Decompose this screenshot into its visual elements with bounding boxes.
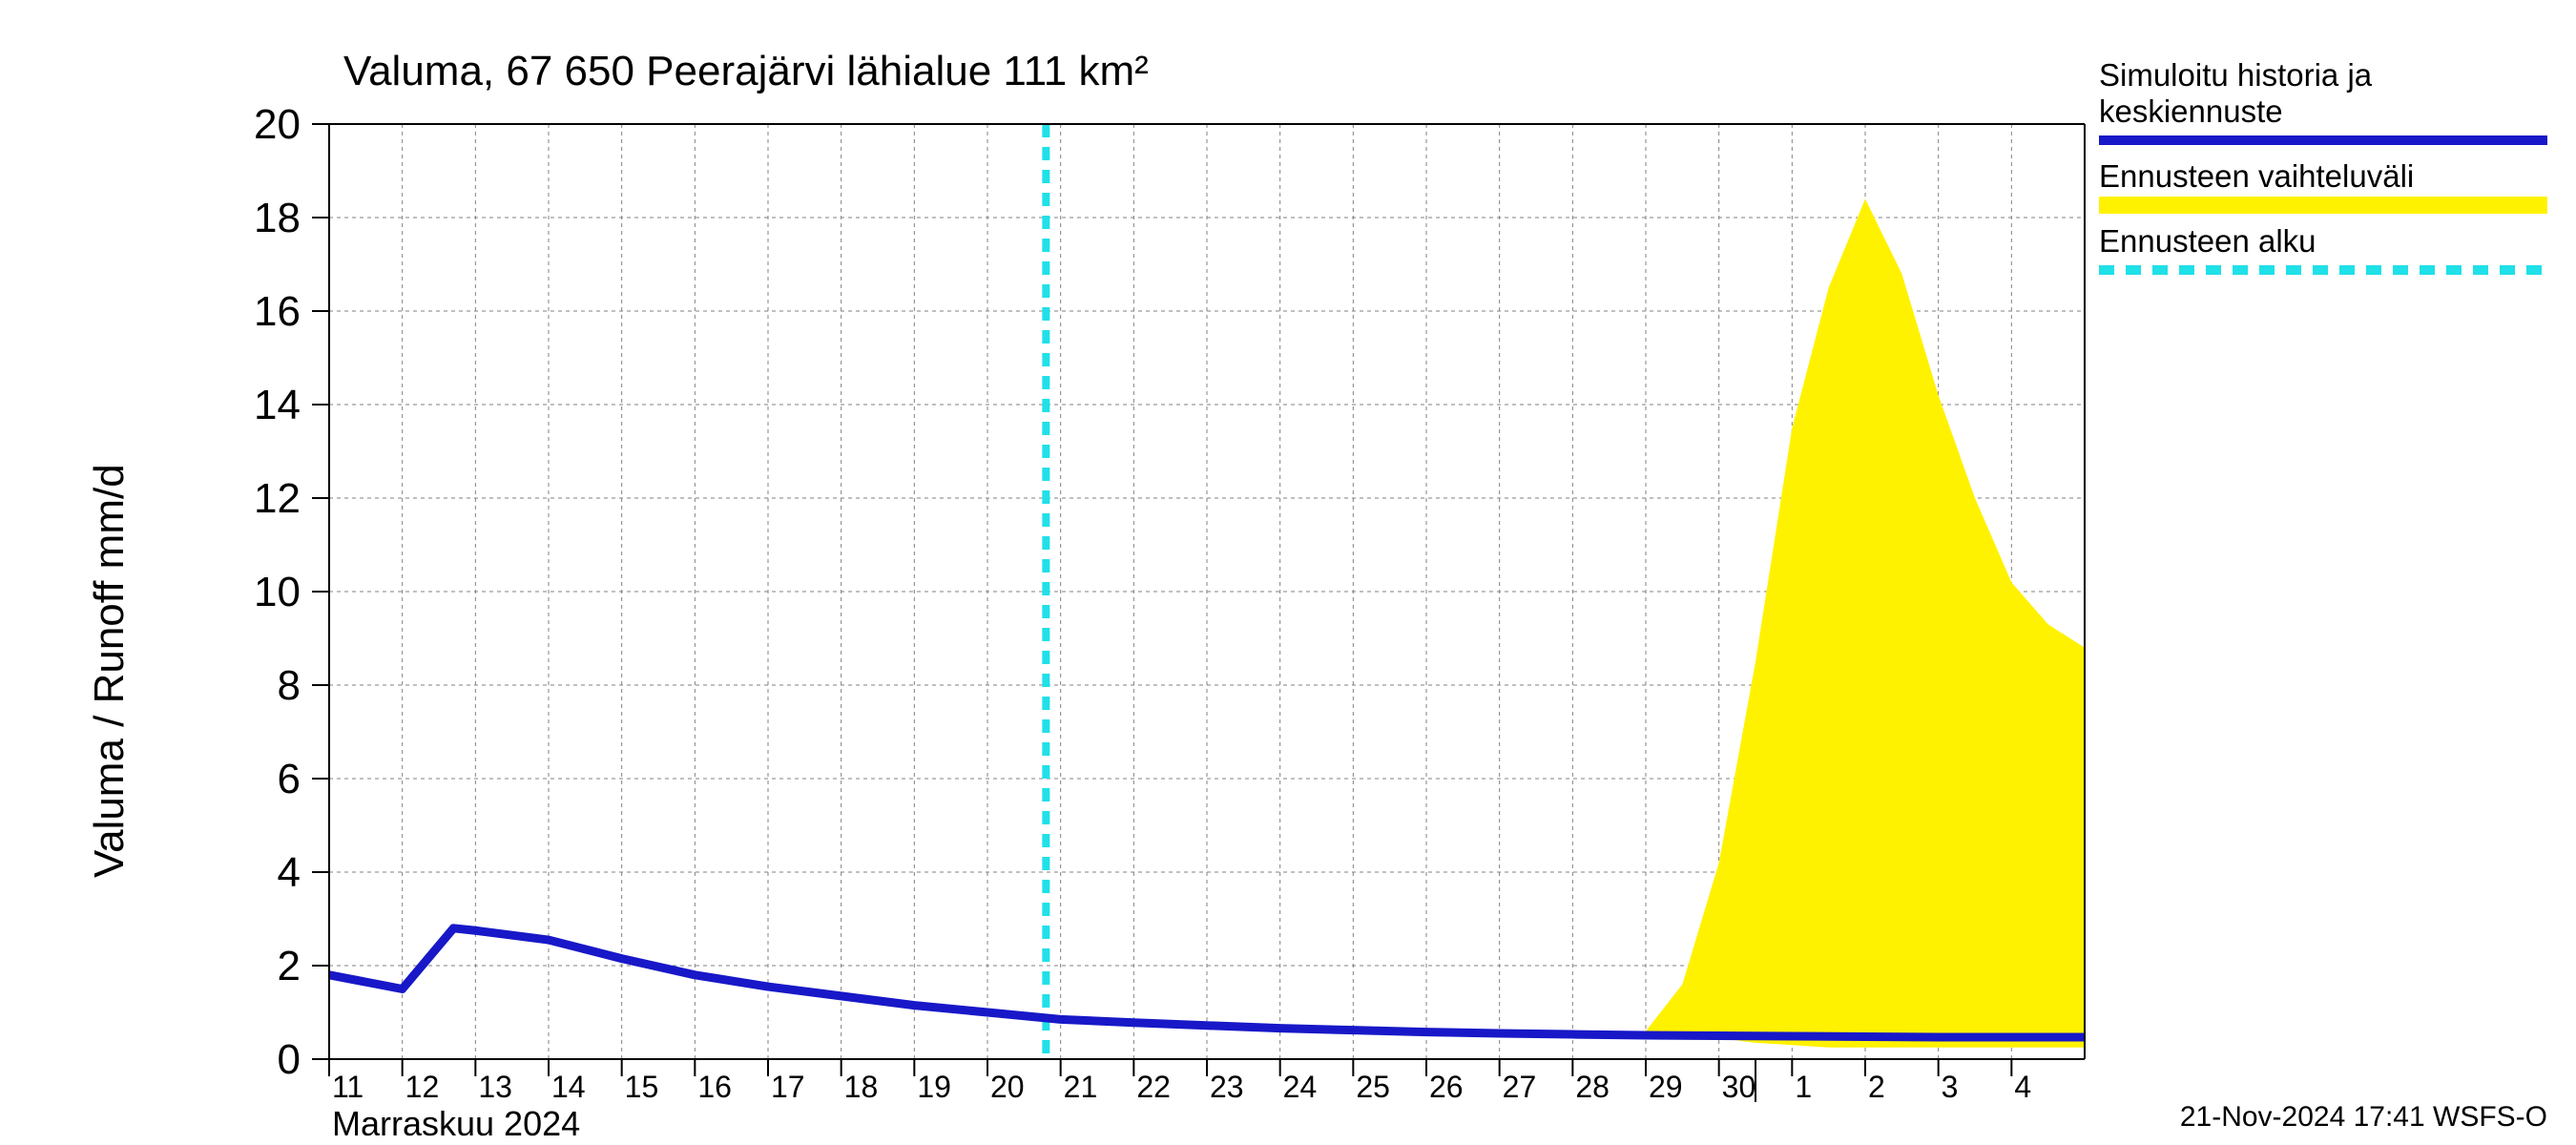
svg-text:16: 16 bbox=[697, 1070, 732, 1104]
legend-swatch bbox=[2099, 195, 2547, 216]
forecast-band bbox=[1610, 198, 2085, 1047]
svg-text:14: 14 bbox=[551, 1070, 586, 1104]
svg-text:30: 30 bbox=[1722, 1070, 1756, 1104]
legend-swatch bbox=[2099, 130, 2547, 151]
legend-label: Ennusteen alku bbox=[2099, 223, 2557, 260]
svg-text:2: 2 bbox=[1868, 1070, 1885, 1104]
y-tick-labels: 0 2 4 6 8 10 12 14 16 18 20 bbox=[254, 101, 301, 1083]
legend-entry: Ennusteen alku bbox=[2099, 223, 2557, 281]
legend: Simuloitu historia ja keskiennuste Ennust… bbox=[2099, 57, 2557, 288]
x-tick-labels: 1112131415161718192021222324252627282930… bbox=[332, 1070, 2031, 1145]
svg-text:23: 23 bbox=[1210, 1070, 1244, 1104]
svg-text:29: 29 bbox=[1649, 1070, 1683, 1104]
svg-text:12: 12 bbox=[405, 1070, 440, 1104]
svg-text:21: 21 bbox=[1064, 1070, 1098, 1104]
svg-text:24: 24 bbox=[1283, 1070, 1318, 1104]
svg-text:18: 18 bbox=[844, 1070, 879, 1104]
svg-text:8: 8 bbox=[278, 662, 301, 709]
svg-text:14: 14 bbox=[254, 382, 301, 428]
svg-text:20: 20 bbox=[254, 101, 301, 148]
legend-entry: Simuloitu historia ja keskiennuste bbox=[2099, 57, 2557, 151]
legend-label: Simuloitu historia ja keskiennuste bbox=[2099, 57, 2557, 130]
svg-text:16: 16 bbox=[254, 288, 301, 335]
svg-text:4: 4 bbox=[2014, 1070, 2031, 1104]
svg-text:Marraskuu 2024: Marraskuu 2024 bbox=[332, 1104, 580, 1143]
legend-entry: Ennusteen vaihteluväli bbox=[2099, 158, 2557, 216]
svg-text:11: 11 bbox=[332, 1070, 364, 1104]
svg-text:1: 1 bbox=[1795, 1070, 1812, 1104]
svg-text:2: 2 bbox=[278, 943, 301, 989]
svg-text:3: 3 bbox=[1942, 1070, 1959, 1104]
svg-text:22: 22 bbox=[1136, 1070, 1171, 1104]
svg-text:27: 27 bbox=[1503, 1070, 1537, 1104]
svg-text:12: 12 bbox=[254, 475, 301, 522]
svg-text:26: 26 bbox=[1429, 1070, 1464, 1104]
svg-text:15: 15 bbox=[625, 1070, 659, 1104]
svg-text:6: 6 bbox=[278, 756, 301, 802]
svg-text:28: 28 bbox=[1575, 1070, 1610, 1104]
svg-text:18: 18 bbox=[254, 195, 301, 241]
svg-text:0: 0 bbox=[278, 1036, 301, 1083]
chart-stage: Valuma, 67 650 Peerajärvi lähialue 111 k… bbox=[0, 0, 2576, 1145]
svg-text:13: 13 bbox=[478, 1070, 512, 1104]
svg-text:10: 10 bbox=[254, 569, 301, 615]
svg-text:25: 25 bbox=[1356, 1070, 1390, 1104]
timestamp: 21-Nov-2024 17:41 WSFS-O bbox=[2180, 1101, 2547, 1134]
legend-swatch bbox=[2099, 260, 2547, 281]
legend-label: Ennusteen vaihteluväli bbox=[2099, 158, 2557, 195]
svg-text:17: 17 bbox=[771, 1070, 805, 1104]
svg-text:20: 20 bbox=[990, 1070, 1025, 1104]
svg-text:4: 4 bbox=[278, 849, 301, 896]
svg-text:19: 19 bbox=[917, 1070, 951, 1104]
